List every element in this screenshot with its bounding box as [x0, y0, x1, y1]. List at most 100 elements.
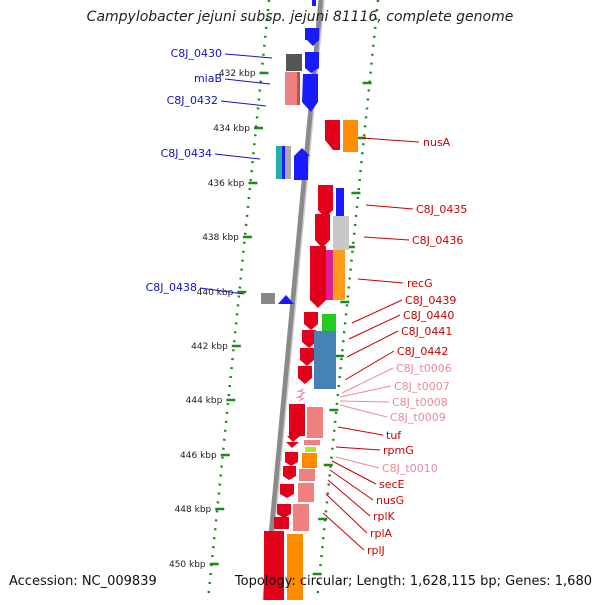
feature-group [261, 0, 358, 600]
gene-label: secE [379, 478, 405, 491]
gene-arrow [294, 148, 310, 180]
gene-arrow [318, 185, 333, 218]
leader-line [346, 330, 399, 358]
gene-label: C8J_0439 [405, 294, 456, 307]
leader-line [363, 236, 410, 241]
gene-label: rplK [373, 510, 396, 523]
gene-label: C8J_0442 [397, 345, 448, 358]
leader-line [339, 400, 390, 403]
gene-block [285, 72, 300, 105]
gene-arrow [310, 246, 326, 308]
gene-block [264, 531, 284, 600]
leader-line [224, 53, 273, 59]
map-title: Campylobacter jejuni subsp. jejuni 81116… [86, 9, 514, 25]
gene-label: rplJ [367, 544, 385, 557]
leader-line [220, 100, 267, 107]
accession-text: Accession: NC_009839 [9, 574, 157, 589]
gene-arrow [298, 366, 312, 384]
gene-label: nusA [423, 136, 451, 149]
gene-block [322, 314, 336, 331]
leader-line [224, 78, 271, 85]
gene-label: C8J_0438 [146, 281, 197, 294]
gene-block-edge [297, 72, 300, 105]
trna-marker [296, 388, 306, 396]
topology-text: Topology: circular; Length: 1,628,115 bp… [234, 574, 592, 589]
leader-line [214, 153, 261, 160]
leader-line [341, 367, 394, 394]
gene-block [286, 54, 302, 71]
tick-label: 436 kbp [208, 179, 245, 189]
gene-arrow [302, 330, 316, 348]
leader-line [357, 278, 404, 284]
gene-arrow [305, 52, 319, 73]
gene-block [302, 453, 317, 468]
tick-label: 442 kbp [191, 342, 228, 352]
gene-block [285, 146, 291, 179]
gene-arrow [302, 74, 318, 112]
gene-label: C8J_0436 [412, 234, 463, 247]
trna-marker [295, 394, 305, 402]
gene-block [287, 534, 303, 600]
gene-block [282, 146, 285, 179]
leader-line [344, 350, 395, 381]
gene-arrow [312, 0, 316, 6]
gene-label: nusG [376, 494, 404, 507]
leader-line [199, 287, 245, 295]
leader-line [348, 314, 401, 340]
gene-arrow [300, 348, 314, 366]
gene-arrow [283, 466, 296, 480]
gene-block [333, 250, 345, 300]
leader-line [331, 460, 377, 485]
leader-line [335, 456, 380, 469]
gene-block [274, 517, 289, 529]
tick-label: 448 kbp [175, 505, 212, 515]
tick-label: 444 kbp [186, 396, 223, 406]
tick-label: 440 kbp [197, 288, 234, 298]
gene-arrow [278, 295, 294, 304]
leader-line [335, 446, 381, 451]
gene-block [276, 146, 282, 179]
gene-arrow [280, 484, 294, 498]
gene-label: C8J_0434 [161, 147, 212, 160]
leader-line [351, 299, 403, 324]
outer-ruler [315, 0, 380, 601]
leader-line [339, 385, 392, 398]
gene-label: C8J_t0010 [382, 462, 438, 475]
gene-arrow [287, 436, 300, 442]
gene-label: rpmG [383, 444, 414, 457]
gene-block [314, 331, 336, 389]
gene-block [304, 440, 320, 445]
gene-block [326, 250, 334, 300]
gene-arrow [315, 214, 330, 248]
gene-label: miaB [194, 72, 222, 85]
leader-line [327, 479, 371, 517]
leader-line [361, 137, 420, 143]
gene-label: recG [407, 277, 433, 290]
tick-label: 434 kbp [213, 124, 250, 134]
gene-arrow [285, 452, 298, 466]
inner-ruler [206, 0, 271, 601]
gene-block [305, 447, 316, 452]
gene-label: C8J_0440 [403, 309, 454, 322]
gene-label: rplA [370, 527, 393, 540]
gene-label: C8J_t0008 [392, 396, 448, 409]
tick-label: 446 kbp [180, 451, 217, 461]
tick-group: 432 kbp 434 kbp 436 kbp 438 kbp 440 kbp 442 k… [169, 69, 372, 576]
gene-label: C8J_0441 [401, 325, 452, 338]
leader-line [339, 404, 388, 418]
gene-block [299, 469, 315, 481]
gene-block [261, 293, 275, 304]
gene-block [307, 407, 323, 438]
leader-line [365, 204, 414, 210]
gene-arrow [305, 28, 319, 46]
gene-block [289, 404, 305, 436]
gene-arrow [304, 312, 318, 330]
gene-arrow [277, 504, 291, 518]
gene-block [293, 504, 309, 531]
gene-arrow [325, 120, 340, 150]
tick-label: 432 kbp [219, 69, 256, 79]
connector-group [199, 53, 420, 551]
gene-block [343, 120, 358, 152]
gene-arrow [286, 442, 299, 448]
